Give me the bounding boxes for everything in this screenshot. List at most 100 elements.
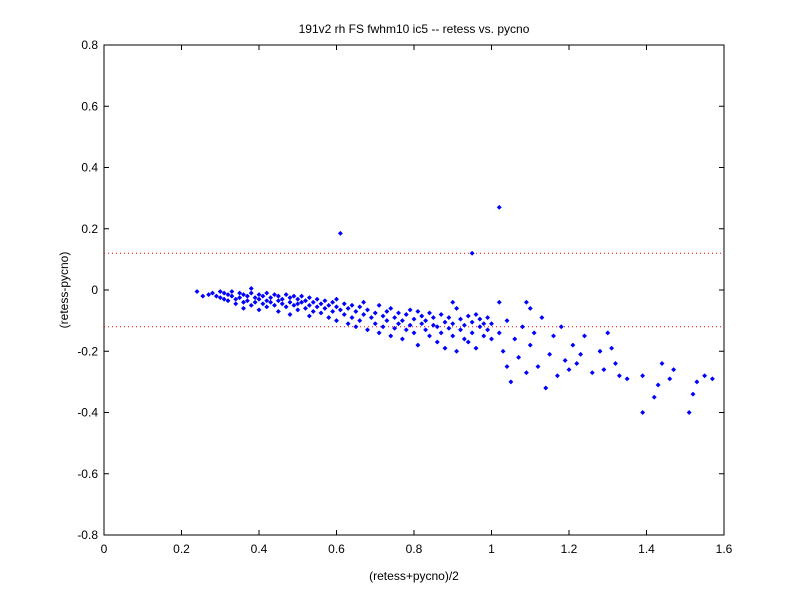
data-point — [473, 345, 479, 351]
data-point — [283, 304, 289, 310]
data-point — [333, 318, 340, 324]
data-point — [194, 288, 200, 295]
data-point — [426, 333, 433, 339]
data-point — [550, 333, 557, 339]
data-point — [531, 330, 537, 336]
x-tick-label: 0.2 — [173, 542, 190, 556]
data-point — [655, 382, 661, 388]
data-point — [225, 298, 231, 304]
data-point — [279, 301, 285, 307]
y-tick-label: 0.6 — [81, 99, 98, 113]
data-point — [229, 288, 235, 295]
data-point — [473, 311, 479, 318]
data-point — [461, 336, 467, 342]
data-point — [547, 351, 553, 357]
data-point — [357, 318, 363, 324]
x-tick-label: 1 — [488, 542, 495, 556]
data-point — [407, 322, 413, 328]
data-point — [248, 302, 254, 308]
data-point — [702, 373, 708, 379]
data-point — [240, 299, 247, 305]
data-point — [341, 301, 347, 307]
data-point — [357, 304, 363, 310]
data-point — [209, 290, 216, 296]
data-point — [395, 310, 402, 316]
data-point — [516, 354, 522, 360]
data-point — [256, 307, 262, 313]
data-point — [302, 305, 309, 311]
data-point — [345, 305, 351, 311]
data-point — [469, 330, 475, 336]
data-point — [709, 376, 715, 382]
data-point — [388, 333, 394, 339]
data-point — [206, 292, 212, 298]
data-point — [353, 308, 359, 314]
data-point — [508, 379, 514, 385]
data-point — [651, 394, 657, 400]
data-point — [500, 348, 506, 354]
data-point — [527, 305, 533, 311]
data-point — [407, 307, 413, 313]
data-point — [306, 295, 312, 301]
data-point — [310, 299, 316, 305]
y-tick-label: -0.8 — [77, 528, 98, 542]
data-point — [454, 348, 460, 354]
data-point — [574, 360, 580, 367]
data-point — [477, 316, 483, 322]
axis-ticks: 0 0.2 0.4 0.6 0.8 1 1.2 1.4 1.6 -0.8 -0.6 -0.4 -0.2 0… — [77, 38, 732, 556]
data-point — [256, 296, 262, 302]
data-point — [326, 302, 332, 308]
data-point — [597, 348, 603, 354]
data-point — [264, 298, 270, 304]
x-tick-label: 1.6 — [716, 542, 733, 556]
data-point — [423, 318, 429, 324]
data-point — [287, 299, 293, 305]
data-point — [295, 301, 301, 307]
data-point — [330, 299, 336, 305]
data-point — [450, 299, 456, 305]
data-point — [283, 292, 289, 298]
data-point — [221, 290, 227, 296]
data-point — [333, 304, 340, 310]
data-point — [558, 324, 564, 330]
data-point — [395, 321, 402, 327]
data-point — [306, 313, 312, 319]
data-point — [423, 327, 429, 333]
data-point — [244, 298, 250, 304]
data-point — [415, 308, 421, 314]
data-point — [438, 330, 444, 336]
x-tick-label: 1.4 — [638, 542, 655, 556]
data-point — [411, 316, 417, 322]
y-tick-label: 0.8 — [81, 38, 98, 52]
data-point — [481, 321, 487, 327]
data-point — [333, 296, 340, 302]
data-point — [496, 299, 502, 305]
data-point — [457, 327, 464, 333]
data-point — [318, 310, 324, 316]
data-point — [248, 285, 254, 292]
data-point — [384, 308, 390, 314]
data-point — [601, 367, 607, 373]
data-point — [419, 313, 425, 319]
data-point — [434, 324, 440, 330]
data-point — [322, 305, 328, 311]
data-point — [640, 409, 646, 416]
data-point — [465, 339, 471, 345]
y-tick-label: -0.4 — [77, 406, 98, 420]
data-point — [605, 330, 611, 336]
data-point — [539, 315, 545, 321]
data-point — [694, 379, 700, 385]
y-tick-label: 0 — [91, 283, 98, 297]
data-point — [392, 325, 398, 331]
data-point — [260, 301, 266, 307]
x-tick-label: 0.6 — [328, 542, 345, 556]
data-point — [488, 336, 495, 342]
data-point — [200, 293, 206, 299]
data-point — [229, 293, 235, 299]
reference-lines — [104, 252, 724, 328]
data-point — [624, 376, 630, 382]
data-point — [454, 305, 460, 311]
data-point — [233, 301, 239, 307]
data-point — [543, 385, 549, 391]
